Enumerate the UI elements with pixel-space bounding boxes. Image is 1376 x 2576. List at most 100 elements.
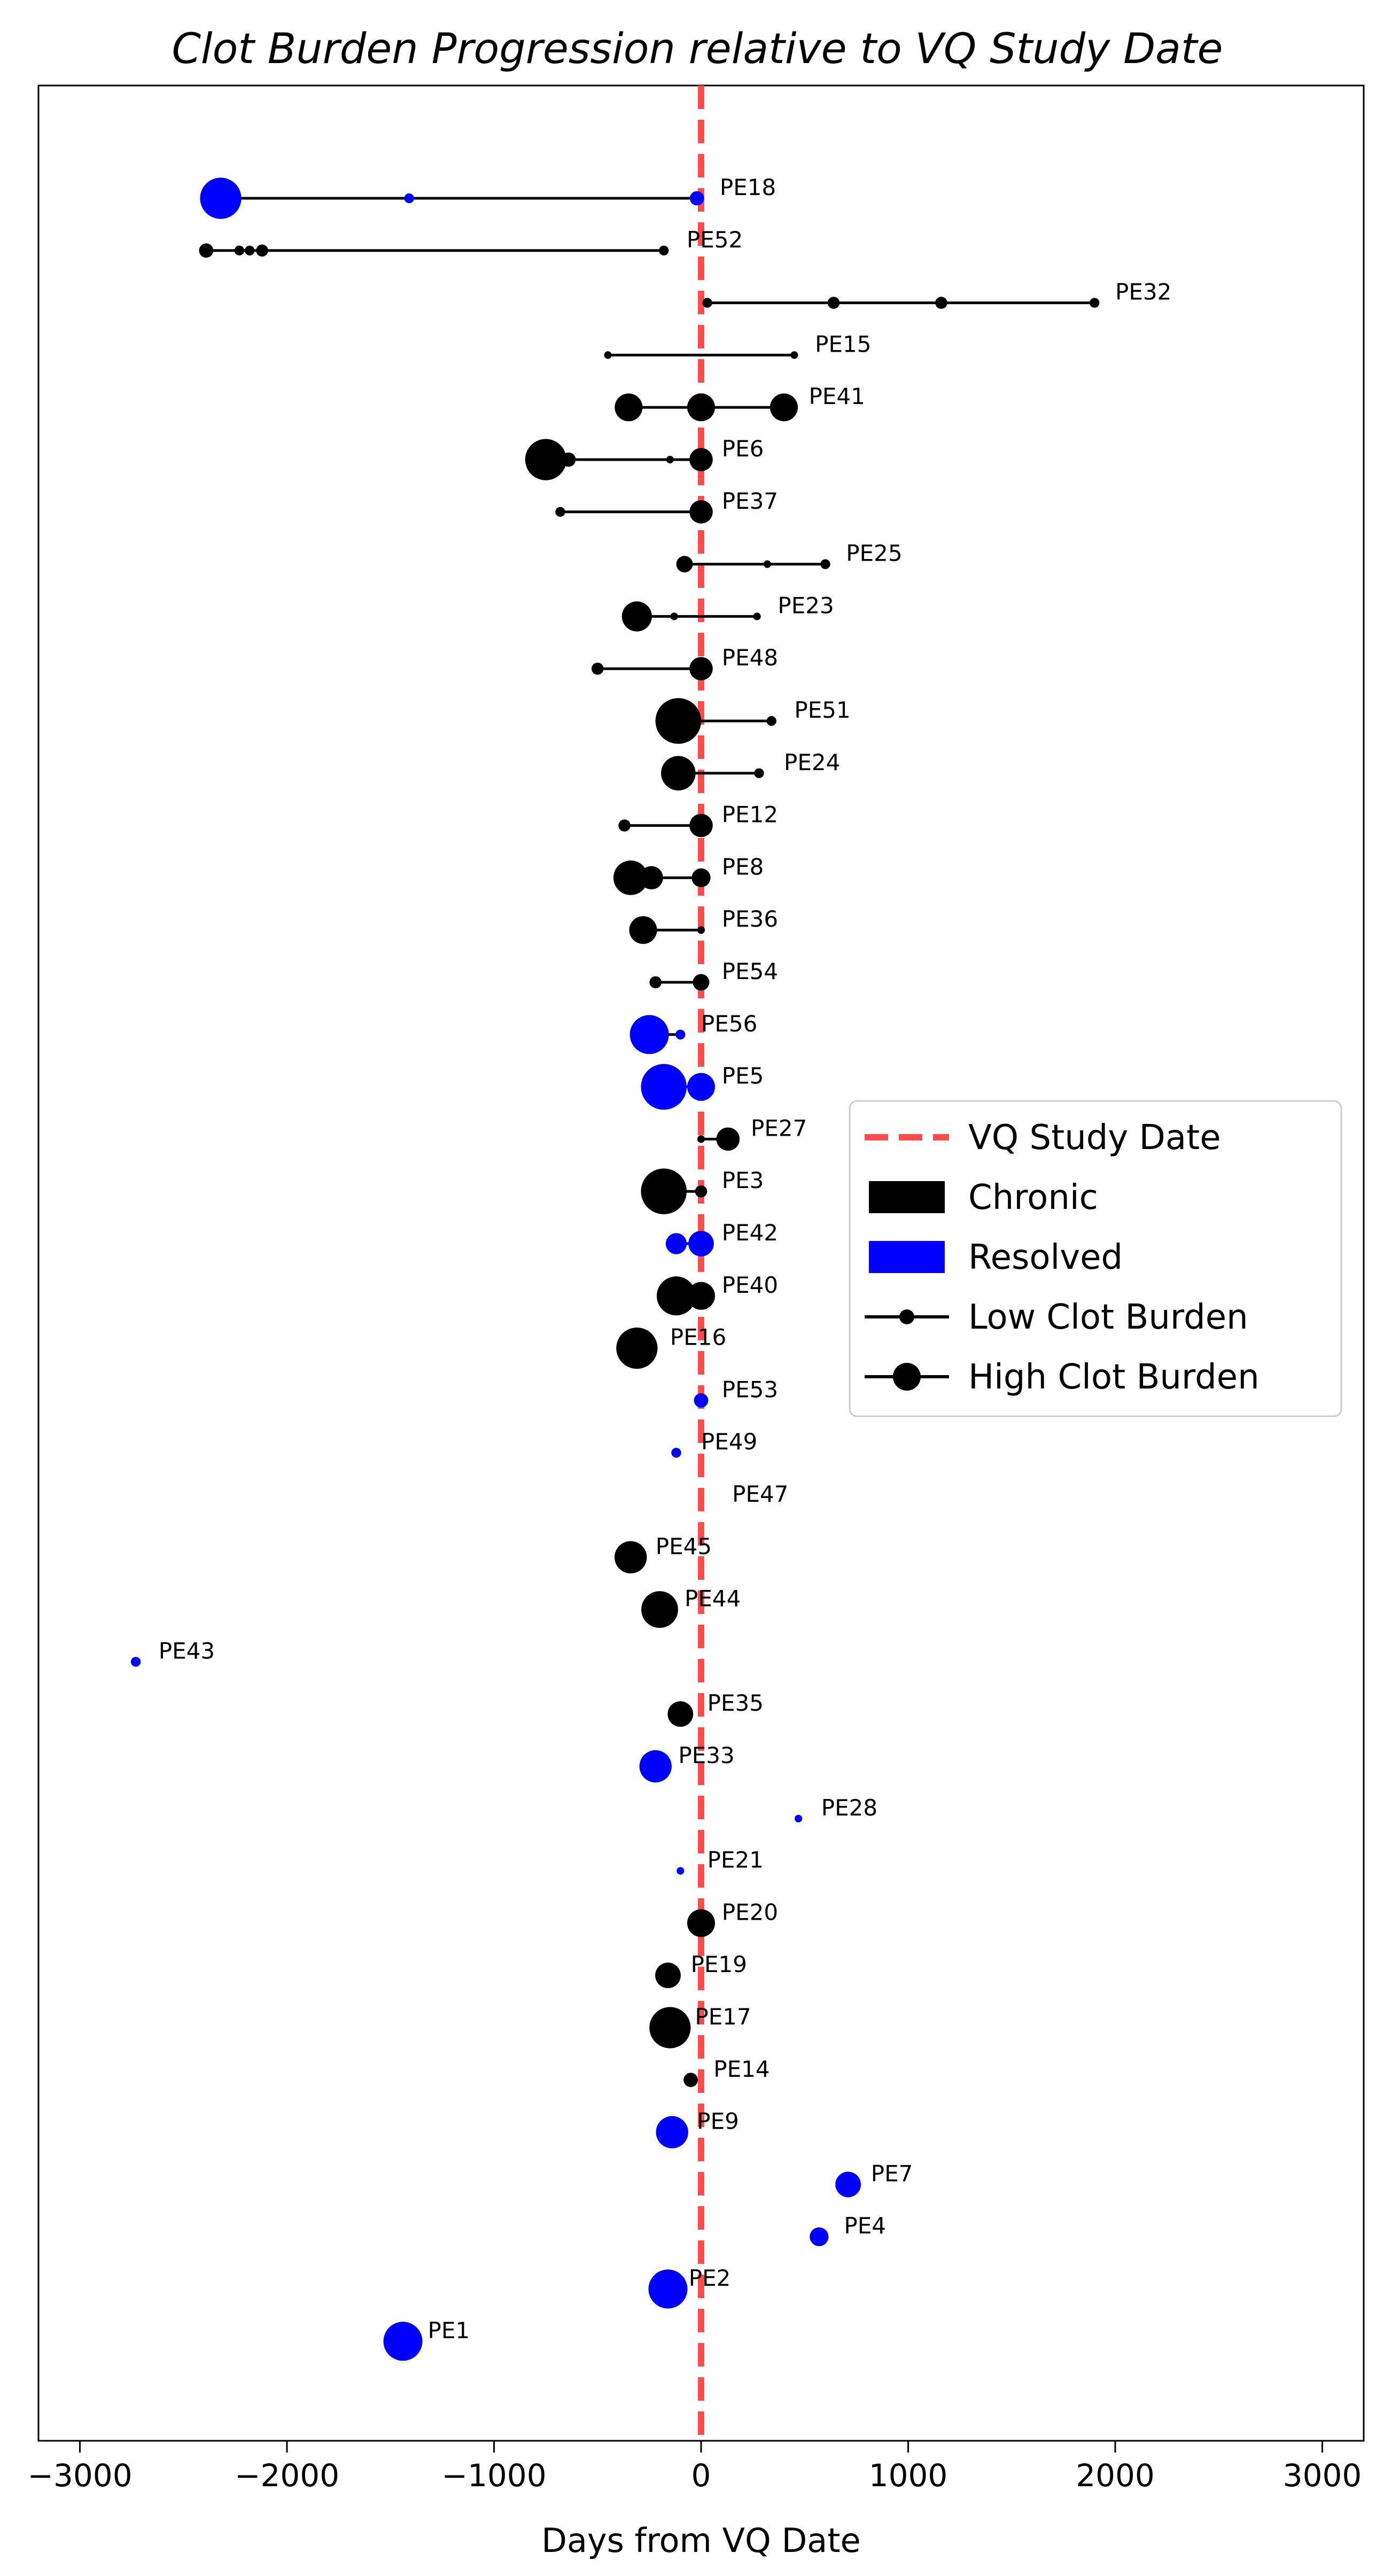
- patient-row-pe14: PE14: [683, 2056, 770, 2088]
- burden-point: [666, 455, 674, 464]
- burden-point: [820, 559, 830, 569]
- patient-label: PE4: [844, 2213, 886, 2239]
- patient-row-pe15: PE15: [604, 331, 871, 359]
- patient-row-pe41: PE41: [615, 383, 865, 422]
- burden-point: [689, 191, 704, 206]
- patient-row-pe47: PE47: [732, 1481, 788, 1507]
- patient-row-pe1: PE1: [383, 2317, 470, 2361]
- patient-label: PE16: [670, 1324, 726, 1351]
- burden-point: [641, 1168, 687, 1214]
- patient-row-pe40: PE40: [657, 1272, 778, 1316]
- burden-point: [621, 601, 652, 632]
- burden-point: [671, 1448, 681, 1458]
- patient-label: PE35: [708, 1690, 764, 1716]
- burden-point: [827, 297, 840, 309]
- burden-point: [649, 976, 662, 989]
- patient-label: PE45: [656, 1533, 712, 1559]
- patient-label: PE21: [708, 1847, 764, 1873]
- patient-row-pe9: PE9: [656, 2108, 739, 2148]
- patient-label: PE5: [722, 1063, 764, 1089]
- burden-point: [687, 393, 715, 422]
- patient-row-pe4: PE4: [810, 2213, 886, 2246]
- patient-row-pe19: PE19: [655, 1951, 747, 1989]
- x-tick-label: −2000: [235, 2457, 339, 2494]
- patient-label: PE49: [701, 1429, 757, 1455]
- patient-row-pe45: PE45: [615, 1533, 712, 1573]
- burden-point: [693, 974, 710, 991]
- patient-row-pe56: PE56: [629, 1011, 757, 1054]
- burden-point: [615, 393, 643, 422]
- burden-point: [256, 244, 268, 257]
- x-tick-label: 1000: [869, 2457, 948, 2494]
- patient-row-pe25: PE25: [676, 540, 903, 573]
- patient-label: PE52: [687, 227, 743, 253]
- burden-point: [641, 1064, 687, 1110]
- legend-label: VQ Study Date: [968, 1118, 1221, 1158]
- legend-handle-patch: [869, 1241, 945, 1273]
- patient-label: PE18: [720, 174, 776, 200]
- burden-point: [687, 1073, 715, 1101]
- burden-point: [689, 657, 713, 680]
- burden-point: [649, 2007, 691, 2049]
- burden-point: [648, 2269, 688, 2309]
- patient-label: PE25: [846, 540, 902, 567]
- burden-point: [640, 866, 663, 890]
- patient-row-pe27: PE27: [697, 1115, 807, 1151]
- burden-point: [525, 439, 566, 480]
- patient-label: PE51: [794, 697, 850, 723]
- patient-label: PE1: [428, 2317, 470, 2344]
- patient-row-pe32: PE32: [702, 279, 1171, 309]
- burden-point: [130, 1657, 141, 1667]
- burden-point: [716, 1127, 740, 1151]
- x-tick-label: −3000: [27, 2457, 132, 2494]
- patient-row-pe37: PE37: [555, 488, 778, 524]
- patient-row-pe3: PE3: [641, 1167, 764, 1214]
- burden-point: [659, 245, 669, 255]
- burden-point: [670, 612, 678, 620]
- patient-label: PE41: [809, 383, 865, 409]
- x-tick-label: −1000: [441, 2457, 546, 2494]
- burden-point: [404, 193, 414, 204]
- patient-label: PE54: [722, 958, 778, 984]
- patient-label: PE27: [751, 1115, 807, 1141]
- burden-point: [629, 1015, 669, 1054]
- patient-row-pe49: PE49: [671, 1429, 757, 1458]
- patient-label: PE7: [871, 2160, 913, 2186]
- burden-point: [561, 452, 576, 467]
- patient-row-pe23: PE23: [621, 592, 834, 632]
- burden-point: [689, 813, 713, 837]
- patient-label: PE56: [701, 1011, 757, 1037]
- burden-point: [695, 1185, 708, 1198]
- burden-point: [656, 2116, 688, 2148]
- x-axis: −3000 −2000 −1000 0 1000 2000 3000: [27, 2441, 1362, 2494]
- burden-point: [655, 1962, 681, 1989]
- patient-label: PE12: [722, 802, 778, 828]
- patient-row-pe52: PE52: [199, 227, 743, 258]
- burden-point: [604, 351, 612, 359]
- plot-area: PE18 PE52 PE32 PE15 PE41 PE6 PE37 PE25 PE23 PE48 P…: [37, 84, 1365, 2442]
- patient-row-pe44: PE44: [641, 1586, 741, 1628]
- x-tick-label: 0: [691, 2457, 711, 2494]
- burden-point: [665, 1233, 687, 1254]
- patient-label: PE15: [815, 331, 871, 357]
- burden-point: [753, 612, 761, 620]
- burden-point: [766, 716, 776, 726]
- burden-point: [687, 1282, 715, 1310]
- patient-label: PE33: [678, 1742, 734, 1768]
- burden-point: [613, 860, 648, 895]
- burden-point: [591, 662, 604, 675]
- burden-point: [639, 1750, 672, 1783]
- patient-row-pe6: PE6: [525, 436, 764, 480]
- patient-row-pe7: PE7: [835, 2160, 913, 2198]
- burden-point: [795, 1814, 803, 1822]
- burden-point: [835, 2171, 861, 2198]
- burden-point: [694, 1393, 709, 1408]
- burden-point: [1090, 298, 1100, 308]
- burden-point: [234, 245, 245, 255]
- x-tick-label: 3000: [1283, 2457, 1362, 2494]
- burden-point: [935, 297, 947, 309]
- burden-point: [615, 1541, 647, 1573]
- burden-point: [677, 1867, 685, 1875]
- patient-label: PE42: [722, 1220, 778, 1246]
- legend-label: Resolved: [968, 1238, 1123, 1277]
